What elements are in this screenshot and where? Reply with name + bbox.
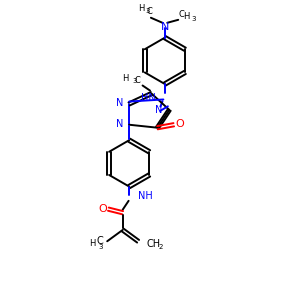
Text: H: H bbox=[122, 74, 129, 83]
Text: HN: HN bbox=[141, 93, 156, 103]
Text: O: O bbox=[175, 119, 184, 129]
Text: C: C bbox=[146, 7, 152, 16]
Text: 3: 3 bbox=[133, 78, 137, 84]
Text: N: N bbox=[116, 119, 123, 129]
Text: C: C bbox=[97, 236, 104, 246]
Text: CH: CH bbox=[146, 238, 161, 249]
Text: N: N bbox=[116, 98, 123, 108]
Text: 3: 3 bbox=[99, 244, 103, 250]
Text: H: H bbox=[138, 4, 144, 13]
Text: H: H bbox=[89, 239, 95, 248]
Text: O: O bbox=[98, 204, 107, 214]
Text: C: C bbox=[178, 10, 184, 19]
Text: H: H bbox=[183, 12, 190, 21]
Text: 3: 3 bbox=[145, 8, 149, 14]
Text: N: N bbox=[161, 22, 169, 32]
Text: NH: NH bbox=[137, 191, 152, 201]
Text: N: N bbox=[155, 105, 163, 115]
Text: 2: 2 bbox=[159, 244, 163, 250]
Text: C: C bbox=[135, 76, 140, 85]
Text: 3: 3 bbox=[191, 16, 196, 22]
